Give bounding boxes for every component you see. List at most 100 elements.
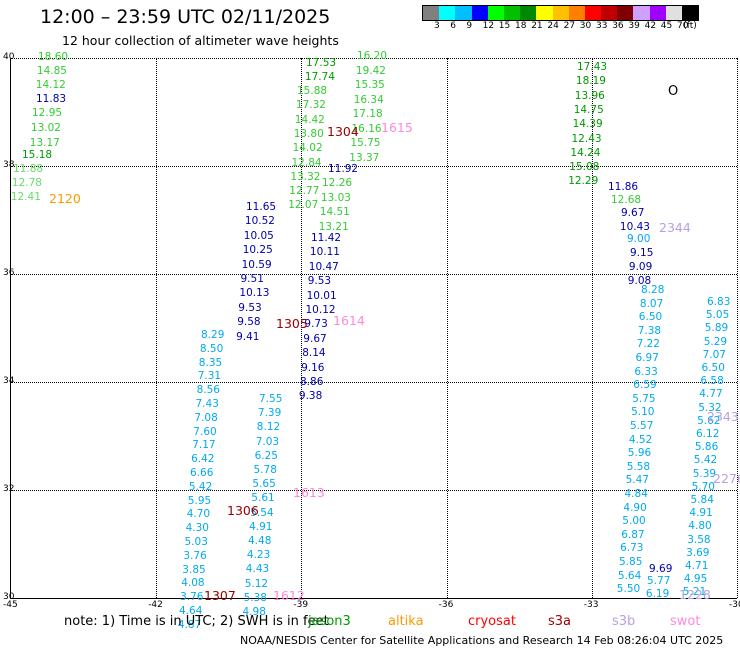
wave-height-value: 9.53 (307, 275, 332, 288)
wave-height-value: 6.59 (633, 379, 657, 392)
wave-height-value: 13.96 (574, 89, 605, 102)
wave-height-value: 18.19 (575, 75, 606, 88)
satellite-legend-item: cryosat (468, 614, 516, 629)
wave-height-value: 6.33 (634, 365, 658, 378)
wave-height-value: 5.85 (619, 556, 643, 568)
latitude-label: 32 (3, 484, 15, 494)
wave-height-value: 4.95 (683, 573, 708, 586)
wave-height-value: 9.41 (236, 330, 260, 343)
pass-time-label: 1304 (327, 124, 359, 139)
wave-height-value: 5.84 (690, 494, 714, 506)
wave-height-value: 10.05 (243, 229, 274, 242)
wave-height-value: 4.48 (248, 535, 272, 547)
colorbar-label: 45 (660, 21, 673, 31)
wave-height-value: 9.08 (627, 274, 652, 287)
wave-height-value: 8.29 (201, 329, 225, 341)
wave-height-value: 14.85 (36, 65, 67, 77)
wave-height-value: 7.39 (257, 407, 282, 420)
wave-height-value: 7.55 (259, 393, 283, 405)
wave-height-value: 8.28 (641, 284, 665, 296)
wave-height-value: 11.92 (328, 163, 359, 175)
wave-height-value: 11.83 (36, 93, 67, 105)
wave-height-value: 4.84 (624, 488, 648, 500)
wave-height-value: 9.67 (303, 332, 327, 345)
wave-height-value: 7.07 (702, 348, 726, 361)
longitude-label: -33 (583, 600, 599, 610)
pass-time-label: 1613 (293, 485, 325, 500)
pass-time-label: 1612 (273, 588, 305, 603)
wave-height-value: 13.02 (30, 122, 61, 134)
latitude-gridline (11, 58, 737, 59)
wave-height-value: 17.53 (306, 57, 337, 69)
wave-height-value: 10.13 (239, 287, 270, 300)
wave-height-value: 11.86 (608, 181, 639, 193)
wave-height-value: 5.12 (244, 577, 269, 590)
colorbar-swatch (423, 6, 440, 20)
colorbar-label: 3 (434, 21, 440, 31)
wave-height-value: 6.87 (621, 528, 645, 541)
wave-height-value: 7.17 (192, 439, 216, 452)
wave-height-value: 4.23 (246, 549, 271, 562)
wave-height-value: 5.65 (252, 478, 276, 491)
wave-height-value: 5.61 (251, 492, 275, 505)
colorbar-swatch (439, 6, 456, 20)
wave-height-value: 13.37 (349, 151, 380, 164)
pass-time-label: 2343 (707, 409, 739, 424)
colorbar-label: 70 (677, 21, 689, 31)
wave-height-value: 12.41 (10, 191, 41, 203)
wave-height-value: 10.12 (305, 304, 336, 316)
wave-height-value: 14.39 (572, 118, 603, 131)
wave-height-value: 7.31 (197, 370, 222, 383)
wave-height-value: 3.69 (686, 546, 710, 559)
colorbar-label: 27 (563, 21, 576, 31)
wave-height-value: 15.75 (350, 137, 381, 149)
latitude-label: 38 (3, 160, 15, 170)
wave-height-value: 17.18 (352, 108, 383, 120)
pass-time-label: 1305 (276, 316, 308, 331)
wave-height-value: 13.32 (290, 170, 321, 183)
wave-height-value: 15.35 (354, 79, 385, 91)
wave-height-value: 15.18 (22, 149, 53, 161)
wave-height-value: 3.85 (182, 563, 206, 576)
colorbar-label: 24 (547, 21, 559, 31)
colorbar-swatch (633, 6, 650, 20)
pass-time-label: 1615 (381, 120, 413, 135)
wave-height-value: 12.07 (288, 199, 319, 212)
colorbar-label: 15 (498, 21, 511, 31)
wave-height-value: 9.16 (301, 361, 325, 374)
colorbar-swatch (520, 6, 537, 20)
wave-height-value: 7.22 (636, 338, 660, 351)
wave-height-value: 11.88 (13, 163, 44, 175)
wave-height-value: 12.43 (571, 132, 602, 145)
wave-height-value: 4.91 (249, 520, 273, 533)
wave-height-value: 4.08 (181, 577, 205, 590)
wave-height-value: 5.57 (630, 420, 654, 432)
island-outline-icon: O (668, 84, 679, 99)
wave-height-value: 14.42 (294, 113, 325, 126)
wave-height-value: 4.91 (689, 507, 713, 520)
wave-height-value: 8.12 (256, 421, 281, 434)
wave-height-value: 5.39 (692, 467, 717, 480)
latitude-label: 40 (3, 52, 15, 62)
longitude-label: -42 (148, 600, 163, 610)
wave-height-value: 9.38 (298, 390, 323, 403)
satellite-legend-item: altika (388, 614, 424, 629)
wave-height-value: 8.07 (639, 297, 664, 310)
wave-height-value: 18.60 (38, 51, 69, 63)
satellite-legend-item: s3a (548, 614, 572, 629)
wave-height-value: 6.83 (707, 296, 731, 308)
wave-height-value: 5.96 (627, 447, 652, 460)
wave-height-value: 6.25 (254, 449, 278, 462)
wave-height-value: 4.87 (177, 618, 202, 631)
colorbar-label: 9 (466, 21, 473, 31)
wave-height-value: 5.64 (617, 569, 642, 582)
footer-note: note: 1) Time is in UTC; 2) SWH is in fe… (64, 614, 329, 629)
wave-height-value: 5.00 (622, 515, 646, 528)
wave-height-value: 5.62 (697, 414, 721, 427)
wave-height-value: 5.58 (626, 460, 651, 473)
wave-height-value: 5.29 (703, 335, 728, 348)
wave-height-value: 10.52 (244, 215, 275, 228)
wave-height-value: 9.00 (627, 233, 651, 245)
colorbar-swatch (536, 6, 553, 20)
wave-height-value: 16.34 (353, 93, 384, 106)
